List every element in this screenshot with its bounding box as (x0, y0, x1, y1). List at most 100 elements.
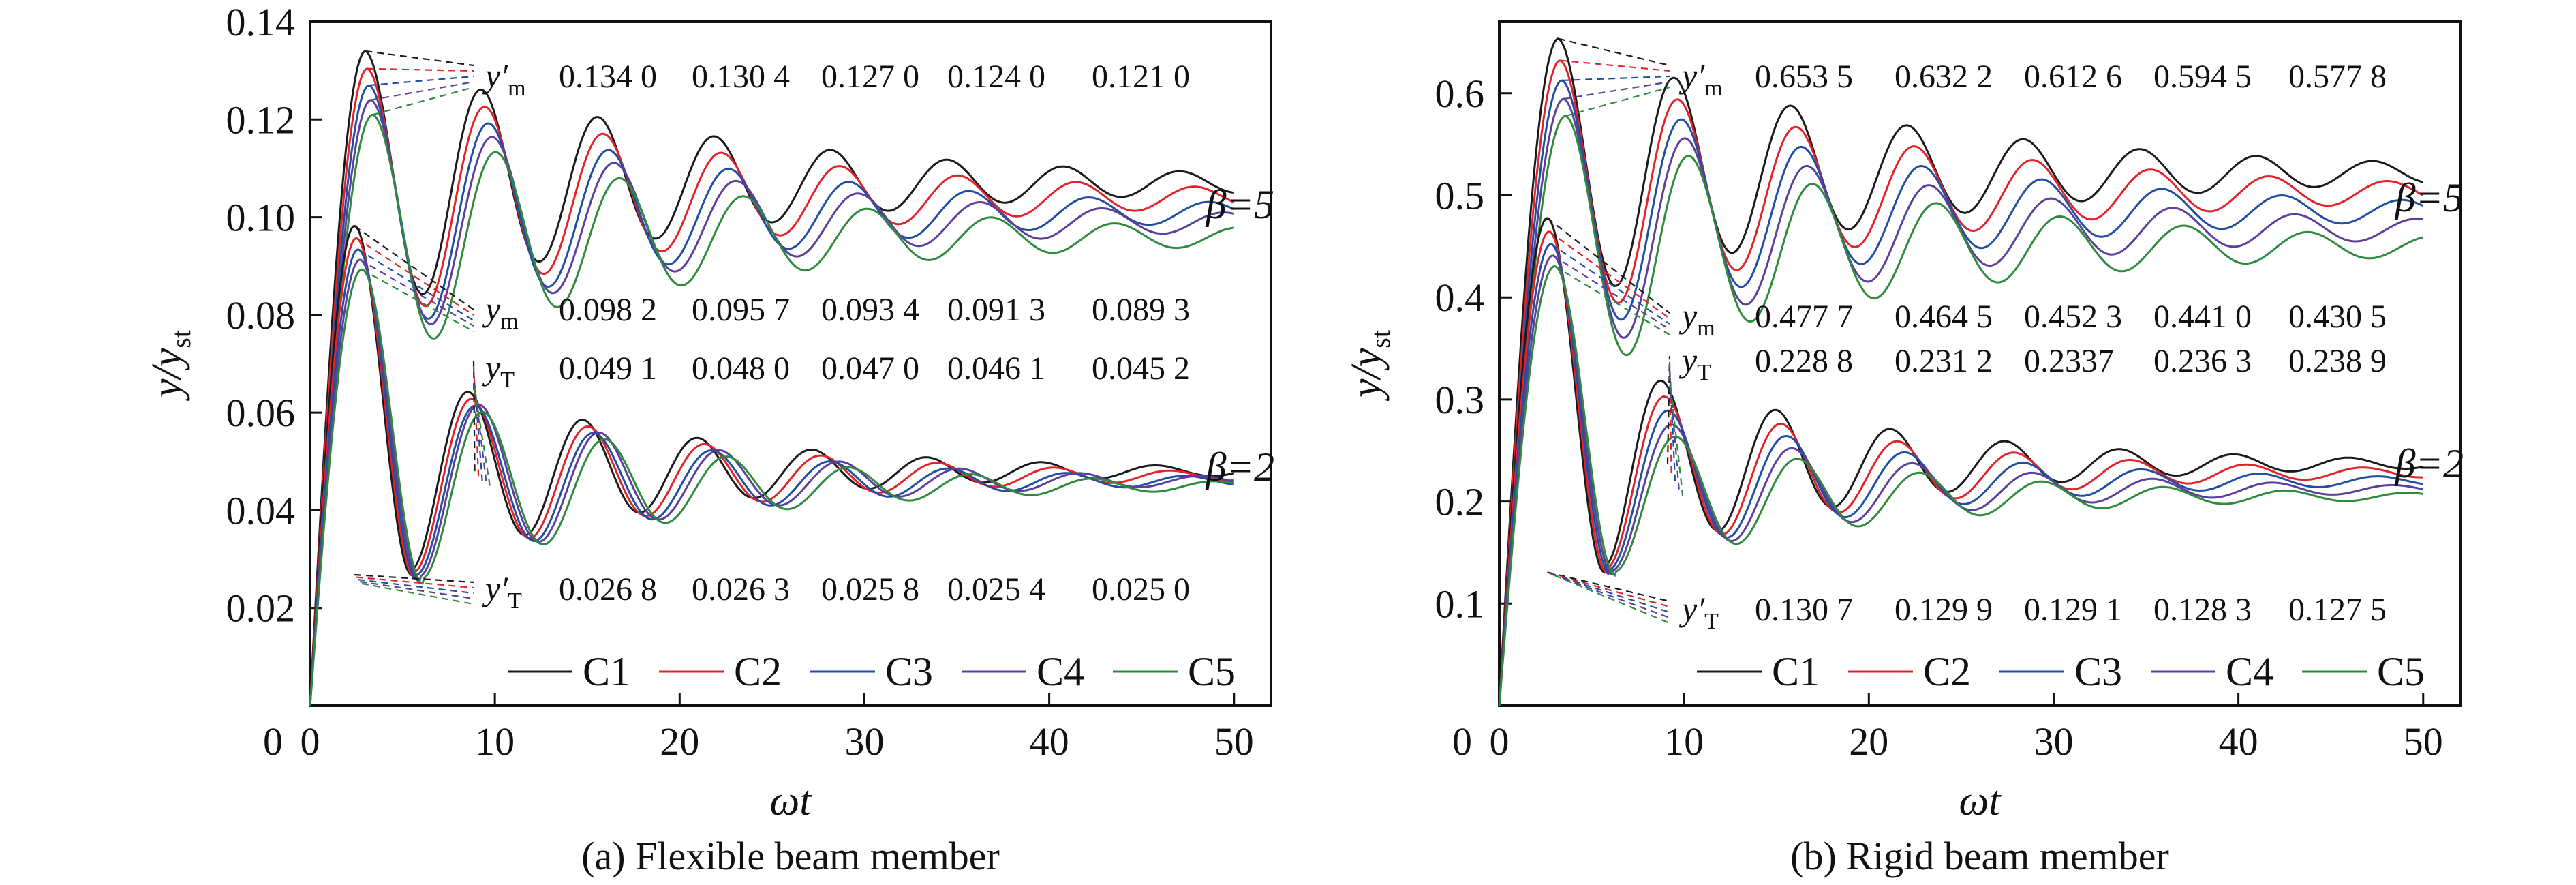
beta-label: β=2 (1206, 445, 1274, 490)
annotation-value: 0.121 0 (1092, 59, 1190, 95)
leader-line (1565, 86, 1670, 117)
plot-frame (309, 20, 1272, 707)
x-tick-label: 40 (2219, 719, 2258, 764)
y-tick-label: 0.4 (1435, 275, 1485, 320)
annotation-value: 0.594 5 (2153, 59, 2252, 95)
series-line-c2-beta2 (1498, 230, 2423, 706)
annotation-value: 0.653 5 (1755, 59, 1853, 95)
x-axis-title: ωt (769, 778, 812, 824)
leader-line (356, 237, 474, 316)
annotation-value: 0.046 1 (947, 350, 1045, 387)
y-tick-label: 0.6 (1435, 72, 1485, 116)
origin-label: 0 (263, 719, 283, 764)
leader-line (361, 582, 474, 605)
legend-label: C2 (1923, 649, 1971, 694)
leader-line (1668, 366, 1676, 481)
annotation-value: 0.477 7 (1755, 299, 1853, 335)
annotation-value: 0.124 0 (947, 59, 1045, 95)
annotation-value: 0.612 6 (2024, 59, 2122, 95)
legend-label: C5 (2377, 649, 2425, 694)
leader-line (354, 573, 474, 584)
panel-flexible-beam: 0 10 20 30 40 50 0 0.02 0.04 0.06 0.08 0.10 0.12 0.14… (144, 0, 1274, 878)
annotation-symbol: y′T (482, 569, 522, 614)
series-line-c5-beta2 (309, 268, 1235, 706)
leader-line (472, 376, 487, 481)
annotation-value: 0.238 9 (2288, 343, 2387, 379)
annotation-value: 0.128 3 (2153, 592, 2252, 628)
annotation-value: 0.091 3 (947, 292, 1045, 328)
leader-line (1562, 75, 1670, 82)
series-line-c5-beta2 (1498, 265, 2423, 706)
y-tick-label: 0.02 (226, 586, 296, 631)
annotation-value: 0.441 0 (2153, 299, 2252, 335)
y-tick-label: 0.12 (226, 97, 296, 142)
leader-line (1550, 243, 1670, 325)
series-line-c2-beta5 (309, 68, 1235, 706)
series-line-c1-beta5 (309, 50, 1234, 706)
x-tick-label: 0 (1490, 719, 1509, 764)
y-tick-label: 0.08 (226, 293, 296, 338)
y-tick-label: 0.04 (226, 488, 296, 532)
legend-label: C4 (2226, 649, 2273, 694)
annotation-value: 0.632 2 (1895, 59, 1993, 95)
leader-line (472, 371, 483, 481)
x-tick-label: 50 (1214, 719, 1254, 764)
series-line-c2-beta5 (1498, 59, 2424, 706)
leader-line (356, 576, 474, 589)
annotation-symbol: ym (1678, 297, 1715, 341)
annotation-value: 0.098 2 (559, 292, 657, 328)
panel-caption: (a) Flexible beam member (581, 834, 1000, 878)
panel-rigid-beam: 0 10 20 30 40 50 0 0.1 0.2 0.3 0.4 0.5 0.6 ωt y/yst (b)… (1343, 20, 2464, 878)
annotation-value: 0.129 9 (1895, 592, 1993, 628)
annotation-value: 0.045 2 (1092, 350, 1190, 387)
leader-line (372, 86, 474, 116)
series-line-c5-beta5 (309, 113, 1234, 706)
annotation-symbol: yT (1678, 341, 1711, 385)
legend-label: C3 (885, 649, 933, 694)
leader-line (1554, 575, 1670, 625)
annotation-value: 0.095 7 (692, 292, 790, 328)
annotation-value: 0.025 4 (947, 571, 1045, 608)
annotation-symbol: y′m (1678, 57, 1723, 101)
x-tick-label: 30 (844, 719, 884, 764)
annotation-value: 0.452 3 (2024, 299, 2122, 335)
annotation-value: 0.2337 (2024, 343, 2114, 379)
annotation-value: 0.430 5 (2288, 299, 2387, 335)
y-tick-label: 0.14 (226, 0, 296, 44)
plot-frame (1498, 20, 2462, 707)
annotation-value: 0.026 8 (559, 571, 657, 608)
x-tick-label: 50 (2404, 719, 2443, 764)
series-line-c5-beta5 (1498, 115, 2424, 706)
annotation-value: 0.089 3 (1092, 292, 1190, 328)
annotation-value: 0.577 8 (2288, 59, 2387, 95)
leader-line (1560, 59, 1670, 72)
leader-line (1668, 377, 1684, 497)
leader-line (371, 80, 474, 101)
annotation-value: 0.026 3 (692, 571, 790, 608)
y-tick-label: 0.10 (226, 196, 296, 240)
series-line-c3-beta2 (1498, 243, 2424, 706)
legend-label: C1 (583, 649, 630, 694)
legend-label: C4 (1037, 649, 1084, 694)
annotation-value: 0.048 0 (692, 350, 790, 387)
annotation-value: 0.129 1 (2024, 592, 2122, 628)
leader-line (1550, 573, 1670, 614)
annotation-value: 0.231 2 (1895, 343, 1993, 379)
annotation-symbol: y′T (1678, 590, 1719, 634)
annotation-value: 0.228 8 (1755, 343, 1853, 379)
series-line-c3-beta5 (1498, 79, 2424, 706)
x-tick-label: 40 (1030, 719, 1069, 764)
leader-line (1552, 573, 1670, 619)
series-line-c4-beta5 (309, 99, 1235, 706)
annotation-value: 0.464 5 (1895, 299, 1993, 335)
annotation-value: 0.025 0 (1092, 571, 1190, 608)
annotation-value: 0.127 0 (821, 59, 919, 95)
legend-label: C5 (1188, 649, 1236, 694)
y-tick-label: 0.1 (1435, 582, 1485, 626)
x-tick-label: 0 (301, 719, 320, 764)
annotation-value: 0.236 3 (2153, 343, 2252, 379)
y-tick-label: 0.2 (1435, 480, 1485, 524)
leader-line (1558, 38, 1670, 67)
leader-line (367, 68, 474, 72)
leader-line (1666, 355, 1671, 464)
